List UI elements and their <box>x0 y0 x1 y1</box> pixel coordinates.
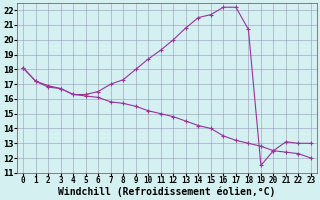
X-axis label: Windchill (Refroidissement éolien,°C): Windchill (Refroidissement éolien,°C) <box>58 187 276 197</box>
